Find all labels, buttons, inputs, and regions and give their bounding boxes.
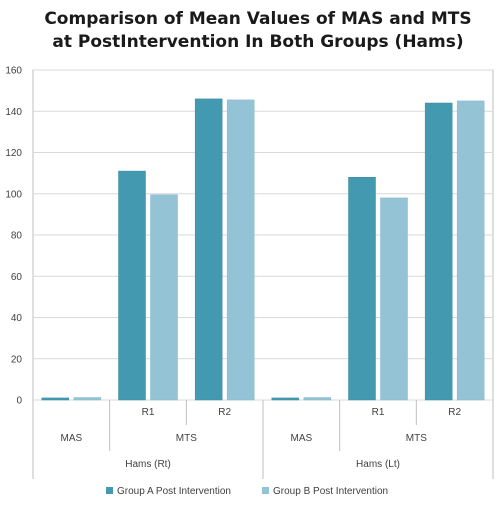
bar-group-b xyxy=(380,197,408,401)
legend-swatch-group-a xyxy=(106,487,113,494)
bar-group-b xyxy=(226,99,255,401)
bar-group-a xyxy=(194,98,223,401)
category-label-l1: R2 xyxy=(218,407,231,418)
chart-title-line-1: Comparison of Mean Values of MAS and MTS xyxy=(44,9,471,29)
bar-group-b xyxy=(150,194,178,401)
category-label-l1: R2 xyxy=(448,407,461,418)
y-tick-label: 140 xyxy=(5,107,22,118)
legend-label-group-b: Group B Post Intervention xyxy=(273,486,388,497)
legend: Group A Post Intervention Group B Post In… xyxy=(106,486,388,497)
bar-group-a xyxy=(41,397,70,401)
category-label-l2: MTS xyxy=(176,433,197,444)
bar-group-b xyxy=(303,397,332,401)
y-tick-label: 20 xyxy=(11,354,23,365)
bar-group-a xyxy=(118,170,146,401)
category-label-l2: MAS xyxy=(290,433,312,444)
category-label-l1: R1 xyxy=(142,407,155,418)
legend-label-group-a: Group A Post Intervention xyxy=(117,486,231,497)
y-tick-label: 0 xyxy=(16,396,22,407)
y-tick-label: 160 xyxy=(5,66,22,77)
bar-group-b xyxy=(456,100,485,401)
y-tick-label: 80 xyxy=(11,231,23,242)
category-label-l3: Hams (Lt) xyxy=(356,459,400,470)
plot-area: 0 20 40 60 80 100 120 140 160 xyxy=(5,66,494,407)
chart-title-line-2: at PostIntervention In Both Groups (Hams… xyxy=(52,32,463,52)
legend-swatch-group-b xyxy=(262,487,269,494)
y-tick-label: 100 xyxy=(5,189,22,200)
y-tick-label: 60 xyxy=(11,272,23,283)
bar-group-a xyxy=(348,177,376,401)
category-label-l2: MAS xyxy=(60,433,82,444)
bar-group-a xyxy=(271,397,300,401)
y-tick-label: 40 xyxy=(11,313,23,324)
y-tick-label: 120 xyxy=(5,148,22,159)
bar-group-a xyxy=(424,102,453,401)
category-axis: R1 R2 R1 R2 MAS MTS MAS MTS Hams (Rt) Hams (Lt) xyxy=(32,400,494,479)
category-label-l2: MTS xyxy=(406,433,427,444)
category-label-l3: Hams (Rt) xyxy=(125,459,171,470)
category-label-l1: R1 xyxy=(372,407,385,418)
bar-group-b xyxy=(73,397,102,401)
